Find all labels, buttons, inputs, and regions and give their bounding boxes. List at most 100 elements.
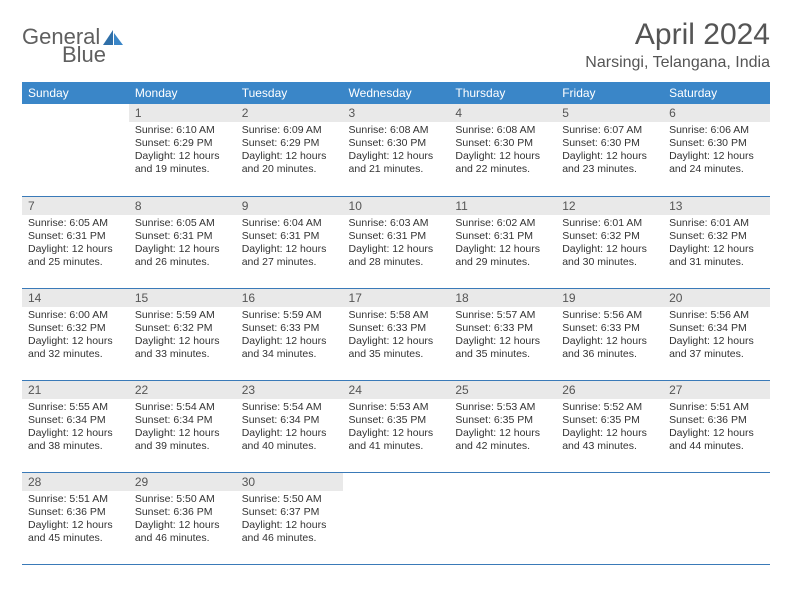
sunrise-text: Sunrise: 5:56 AM <box>562 309 657 322</box>
day-number: 13 <box>663 197 770 215</box>
day-number: 2 <box>236 104 343 122</box>
month-title: April 2024 <box>585 18 770 52</box>
sunrise-text: Sunrise: 5:51 AM <box>28 493 123 506</box>
sunset-text: Sunset: 6:34 PM <box>669 322 764 335</box>
sunset-text: Sunset: 6:31 PM <box>242 230 337 243</box>
day-body: Sunrise: 5:57 AMSunset: 6:33 PMDaylight:… <box>449 307 556 366</box>
daylight-text: Daylight: 12 hours and 21 minutes. <box>349 150 444 176</box>
calendar-cell: 10Sunrise: 6:03 AMSunset: 6:31 PMDayligh… <box>343 196 450 288</box>
calendar-cell: 16Sunrise: 5:59 AMSunset: 6:33 PMDayligh… <box>236 288 343 380</box>
day-body: Sunrise: 6:05 AMSunset: 6:31 PMDaylight:… <box>22 215 129 274</box>
day-body: Sunrise: 6:08 AMSunset: 6:30 PMDaylight:… <box>343 122 450 181</box>
day-number: 18 <box>449 289 556 307</box>
calendar-cell: 29Sunrise: 5:50 AMSunset: 6:36 PMDayligh… <box>129 472 236 564</box>
calendar-cell <box>449 472 556 564</box>
day-number: 19 <box>556 289 663 307</box>
daylight-text: Daylight: 12 hours and 35 minutes. <box>455 335 550 361</box>
day-body: Sunrise: 5:56 AMSunset: 6:34 PMDaylight:… <box>663 307 770 366</box>
daylight-text: Daylight: 12 hours and 38 minutes. <box>28 427 123 453</box>
day-number: 9 <box>236 197 343 215</box>
day-number: 1 <box>129 104 236 122</box>
sunrise-text: Sunrise: 5:58 AM <box>349 309 444 322</box>
day-number: 15 <box>129 289 236 307</box>
sunrise-text: Sunrise: 6:08 AM <box>349 124 444 137</box>
sunrise-text: Sunrise: 5:56 AM <box>669 309 764 322</box>
sunset-text: Sunset: 6:33 PM <box>455 322 550 335</box>
calendar-cell: 3Sunrise: 6:08 AMSunset: 6:30 PMDaylight… <box>343 104 450 196</box>
day-number: 4 <box>449 104 556 122</box>
calendar-cell: 25Sunrise: 5:53 AMSunset: 6:35 PMDayligh… <box>449 380 556 472</box>
calendar-cell <box>343 472 450 564</box>
sunset-text: Sunset: 6:31 PM <box>135 230 230 243</box>
calendar-cell: 12Sunrise: 6:01 AMSunset: 6:32 PMDayligh… <box>556 196 663 288</box>
day-number: 5 <box>556 104 663 122</box>
sunrise-text: Sunrise: 6:00 AM <box>28 309 123 322</box>
calendar-cell: 28 Sunrise: 5:51 AMSunset: 6:36 PMDayligh… <box>22 472 129 564</box>
daylight-text: Daylight: 12 hours and 19 minutes. <box>135 150 230 176</box>
sunrise-text: Sunrise: 5:55 AM <box>28 401 123 414</box>
day-number: 17 <box>343 289 450 307</box>
weekday-header: Friday <box>556 82 663 104</box>
sunrise-text: Sunrise: 6:09 AM <box>242 124 337 137</box>
calendar-cell: 14Sunrise: 6:00 AMSunset: 6:32 PMDayligh… <box>22 288 129 380</box>
weekday-header: Monday <box>129 82 236 104</box>
day-number: 28 <box>22 473 129 491</box>
day-body: Sunrise: 5:53 AMSunset: 6:35 PMDaylight:… <box>449 399 556 458</box>
sunrise-text: Sunrise: 6:04 AM <box>242 217 337 230</box>
day-body: Sunrise: 5:55 AMSunset: 6:34 PMDaylight:… <box>22 399 129 458</box>
daylight-text: Daylight: 12 hours and 45 minutes. <box>28 519 123 545</box>
calendar-cell <box>556 472 663 564</box>
calendar-cell <box>22 104 129 196</box>
sunset-text: Sunset: 6:36 PM <box>135 506 230 519</box>
day-body: Sunrise: 5:52 AMSunset: 6:35 PMDaylight:… <box>556 399 663 458</box>
calendar-cell: 15Sunrise: 5:59 AMSunset: 6:32 PMDayligh… <box>129 288 236 380</box>
sunset-text: Sunset: 6:36 PM <box>28 506 123 519</box>
sunrise-text: Sunrise: 5:52 AM <box>562 401 657 414</box>
day-body: Sunrise: 6:06 AMSunset: 6:30 PMDaylight:… <box>663 122 770 181</box>
day-number: 30 <box>236 473 343 491</box>
sunrise-text: Sunrise: 6:03 AM <box>349 217 444 230</box>
day-body: Sunrise: 6:01 AMSunset: 6:32 PMDaylight:… <box>556 215 663 274</box>
day-body: Sunrise: 6:00 AMSunset: 6:32 PMDaylight:… <box>22 307 129 366</box>
calendar-cell <box>663 472 770 564</box>
daylight-text: Daylight: 12 hours and 40 minutes. <box>242 427 337 453</box>
day-number: 3 <box>343 104 450 122</box>
calendar-cell: 17Sunrise: 5:58 AMSunset: 6:33 PMDayligh… <box>343 288 450 380</box>
daylight-text: Daylight: 12 hours and 22 minutes. <box>455 150 550 176</box>
daylight-text: Daylight: 12 hours and 23 minutes. <box>562 150 657 176</box>
sunrise-text: Sunrise: 6:08 AM <box>455 124 550 137</box>
daylight-text: Daylight: 12 hours and 26 minutes. <box>135 243 230 269</box>
day-number: 10 <box>343 197 450 215</box>
sunset-text: Sunset: 6:30 PM <box>349 137 444 150</box>
calendar-cell: 27Sunrise: 5:51 AMSunset: 6:36 PMDayligh… <box>663 380 770 472</box>
day-number: 21 <box>22 381 129 399</box>
sunset-text: Sunset: 6:34 PM <box>242 414 337 427</box>
calendar-cell: 23Sunrise: 5:54 AMSunset: 6:34 PMDayligh… <box>236 380 343 472</box>
daylight-text: Daylight: 12 hours and 28 minutes. <box>349 243 444 269</box>
daylight-text: Daylight: 12 hours and 37 minutes. <box>669 335 764 361</box>
calendar-cell: 1Sunrise: 6:10 AMSunset: 6:29 PMDaylight… <box>129 104 236 196</box>
daylight-text: Daylight: 12 hours and 24 minutes. <box>669 150 764 176</box>
day-number: 8 <box>129 197 236 215</box>
daylight-text: Daylight: 12 hours and 33 minutes. <box>135 335 230 361</box>
sunrise-text: Sunrise: 6:05 AM <box>28 217 123 230</box>
sunrise-text: Sunrise: 5:51 AM <box>669 401 764 414</box>
day-body: Sunrise: 5:58 AMSunset: 6:33 PMDaylight:… <box>343 307 450 366</box>
calendar-cell: 24Sunrise: 5:53 AMSunset: 6:35 PMDayligh… <box>343 380 450 472</box>
day-number: 24 <box>343 381 450 399</box>
daylight-text: Daylight: 12 hours and 31 minutes. <box>669 243 764 269</box>
sunrise-text: Sunrise: 5:50 AM <box>135 493 230 506</box>
calendar-cell: 5Sunrise: 6:07 AMSunset: 6:30 PMDaylight… <box>556 104 663 196</box>
sunrise-text: Sunrise: 6:10 AM <box>135 124 230 137</box>
sunrise-text: Sunrise: 5:54 AM <box>135 401 230 414</box>
calendar-table: Sunday Monday Tuesday Wednesday Thursday… <box>22 82 770 565</box>
sunrise-text: Sunrise: 6:01 AM <box>562 217 657 230</box>
sunrise-text: Sunrise: 6:06 AM <box>669 124 764 137</box>
daylight-text: Daylight: 12 hours and 32 minutes. <box>28 335 123 361</box>
daylight-text: Daylight: 12 hours and 34 minutes. <box>242 335 337 361</box>
sunrise-text: Sunrise: 5:53 AM <box>455 401 550 414</box>
day-body: Sunrise: 6:09 AMSunset: 6:29 PMDaylight:… <box>236 122 343 181</box>
day-number: 16 <box>236 289 343 307</box>
sunrise-text: Sunrise: 5:54 AM <box>242 401 337 414</box>
day-body: Sunrise: 6:08 AMSunset: 6:30 PMDaylight:… <box>449 122 556 181</box>
